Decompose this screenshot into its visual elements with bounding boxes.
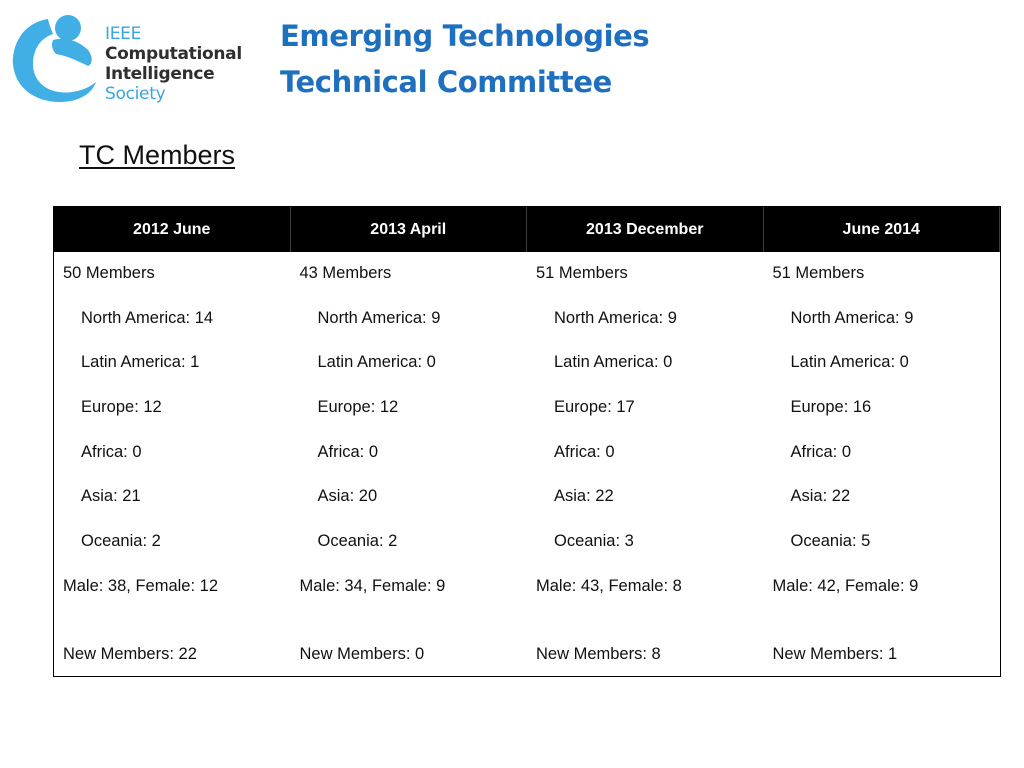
slide-title-line-1: Emerging Technologies <box>280 19 650 53</box>
slide-title-line-2: Technical Committee <box>280 65 612 99</box>
table-header-cell: 2013 April <box>290 207 527 252</box>
table-column-2013-april: 43 Members North America: 9 Latin Americ… <box>291 252 528 686</box>
region-europe: Europe: 12 <box>317 398 399 417</box>
total-members: 43 Members <box>299 264 392 282</box>
gender-split: Male: 43, Female: 8 <box>536 576 682 595</box>
new-members: New Members: 0 <box>299 644 425 663</box>
table-header-cell: June 2014 <box>763 207 1000 252</box>
logo-text-ieee: IEEE <box>105 24 142 44</box>
region-north-america: North America: 9 <box>790 308 914 327</box>
region-latin-america: Latin America: 0 <box>554 353 673 372</box>
region-africa: Africa: 0 <box>790 442 852 461</box>
region-africa: Africa: 0 <box>554 442 615 461</box>
region-north-america: North America: 9 <box>554 308 677 327</box>
cis-logo-mark-icon <box>12 15 96 102</box>
region-europe: Europe: 12 <box>81 398 162 417</box>
new-members: New Members: 22 <box>63 644 197 663</box>
region-asia: Asia: 22 <box>790 487 851 506</box>
region-north-america: North America: 14 <box>81 308 214 327</box>
ieee-cis-logo: IEEE Computational Intelligence Society <box>8 6 258 106</box>
region-oceania: Oceania: 3 <box>554 532 634 551</box>
table-header-cell: 2013 December <box>527 207 764 252</box>
gender-split: Male: 38, Female: 12 <box>63 576 218 595</box>
table-header-cell: 2012 June <box>54 207 291 252</box>
section-heading: TC Members <box>79 140 236 170</box>
region-africa: Africa: 0 <box>81 442 142 461</box>
region-oceania: Oceania: 5 <box>790 532 871 551</box>
logo-text-computational: Computational <box>105 44 242 64</box>
region-latin-america: Latin America: 1 <box>81 353 200 372</box>
logo-text-society: Society <box>105 84 166 104</box>
region-oceania: Oceania: 2 <box>81 532 161 551</box>
logo-wordmark: IEEE Computational Intelligence Society <box>105 24 242 104</box>
region-africa: Africa: 0 <box>317 442 379 461</box>
region-europe: Europe: 17 <box>554 398 635 417</box>
table-column-june-2014: 51 Members North America: 9 Latin Americ… <box>764 252 1001 686</box>
total-members: 50 Members <box>63 264 155 282</box>
slide-title: Emerging Technologies Technical Committe… <box>280 13 650 105</box>
region-asia: Asia: 22 <box>554 487 614 506</box>
table-column-2013-december: 51 Members North America: 9 Latin Americ… <box>527 252 764 686</box>
region-latin-america: Latin America: 0 <box>790 353 909 372</box>
region-europe: Europe: 16 <box>790 398 872 417</box>
gender-split: Male: 42, Female: 9 <box>772 576 919 595</box>
gender-split: Male: 34, Female: 9 <box>299 576 446 595</box>
region-latin-america: Latin America: 0 <box>317 353 436 372</box>
table-column-2012-june: 50 Members North America: 14 Latin Ameri… <box>54 252 291 686</box>
tc-members-table: 2012 June 2013 April 2013 December June … <box>53 206 1001 677</box>
region-oceania: Oceania: 2 <box>317 532 398 551</box>
total-members: 51 Members <box>536 264 628 282</box>
region-asia: Asia: 21 <box>81 487 141 506</box>
region-north-america: North America: 9 <box>317 308 441 327</box>
total-members: 51 Members <box>772 264 865 282</box>
new-members: New Members: 1 <box>772 644 898 663</box>
logo-text-intelligence: Intelligence <box>105 64 215 84</box>
new-members: New Members: 8 <box>536 644 661 663</box>
region-asia: Asia: 20 <box>317 487 378 506</box>
